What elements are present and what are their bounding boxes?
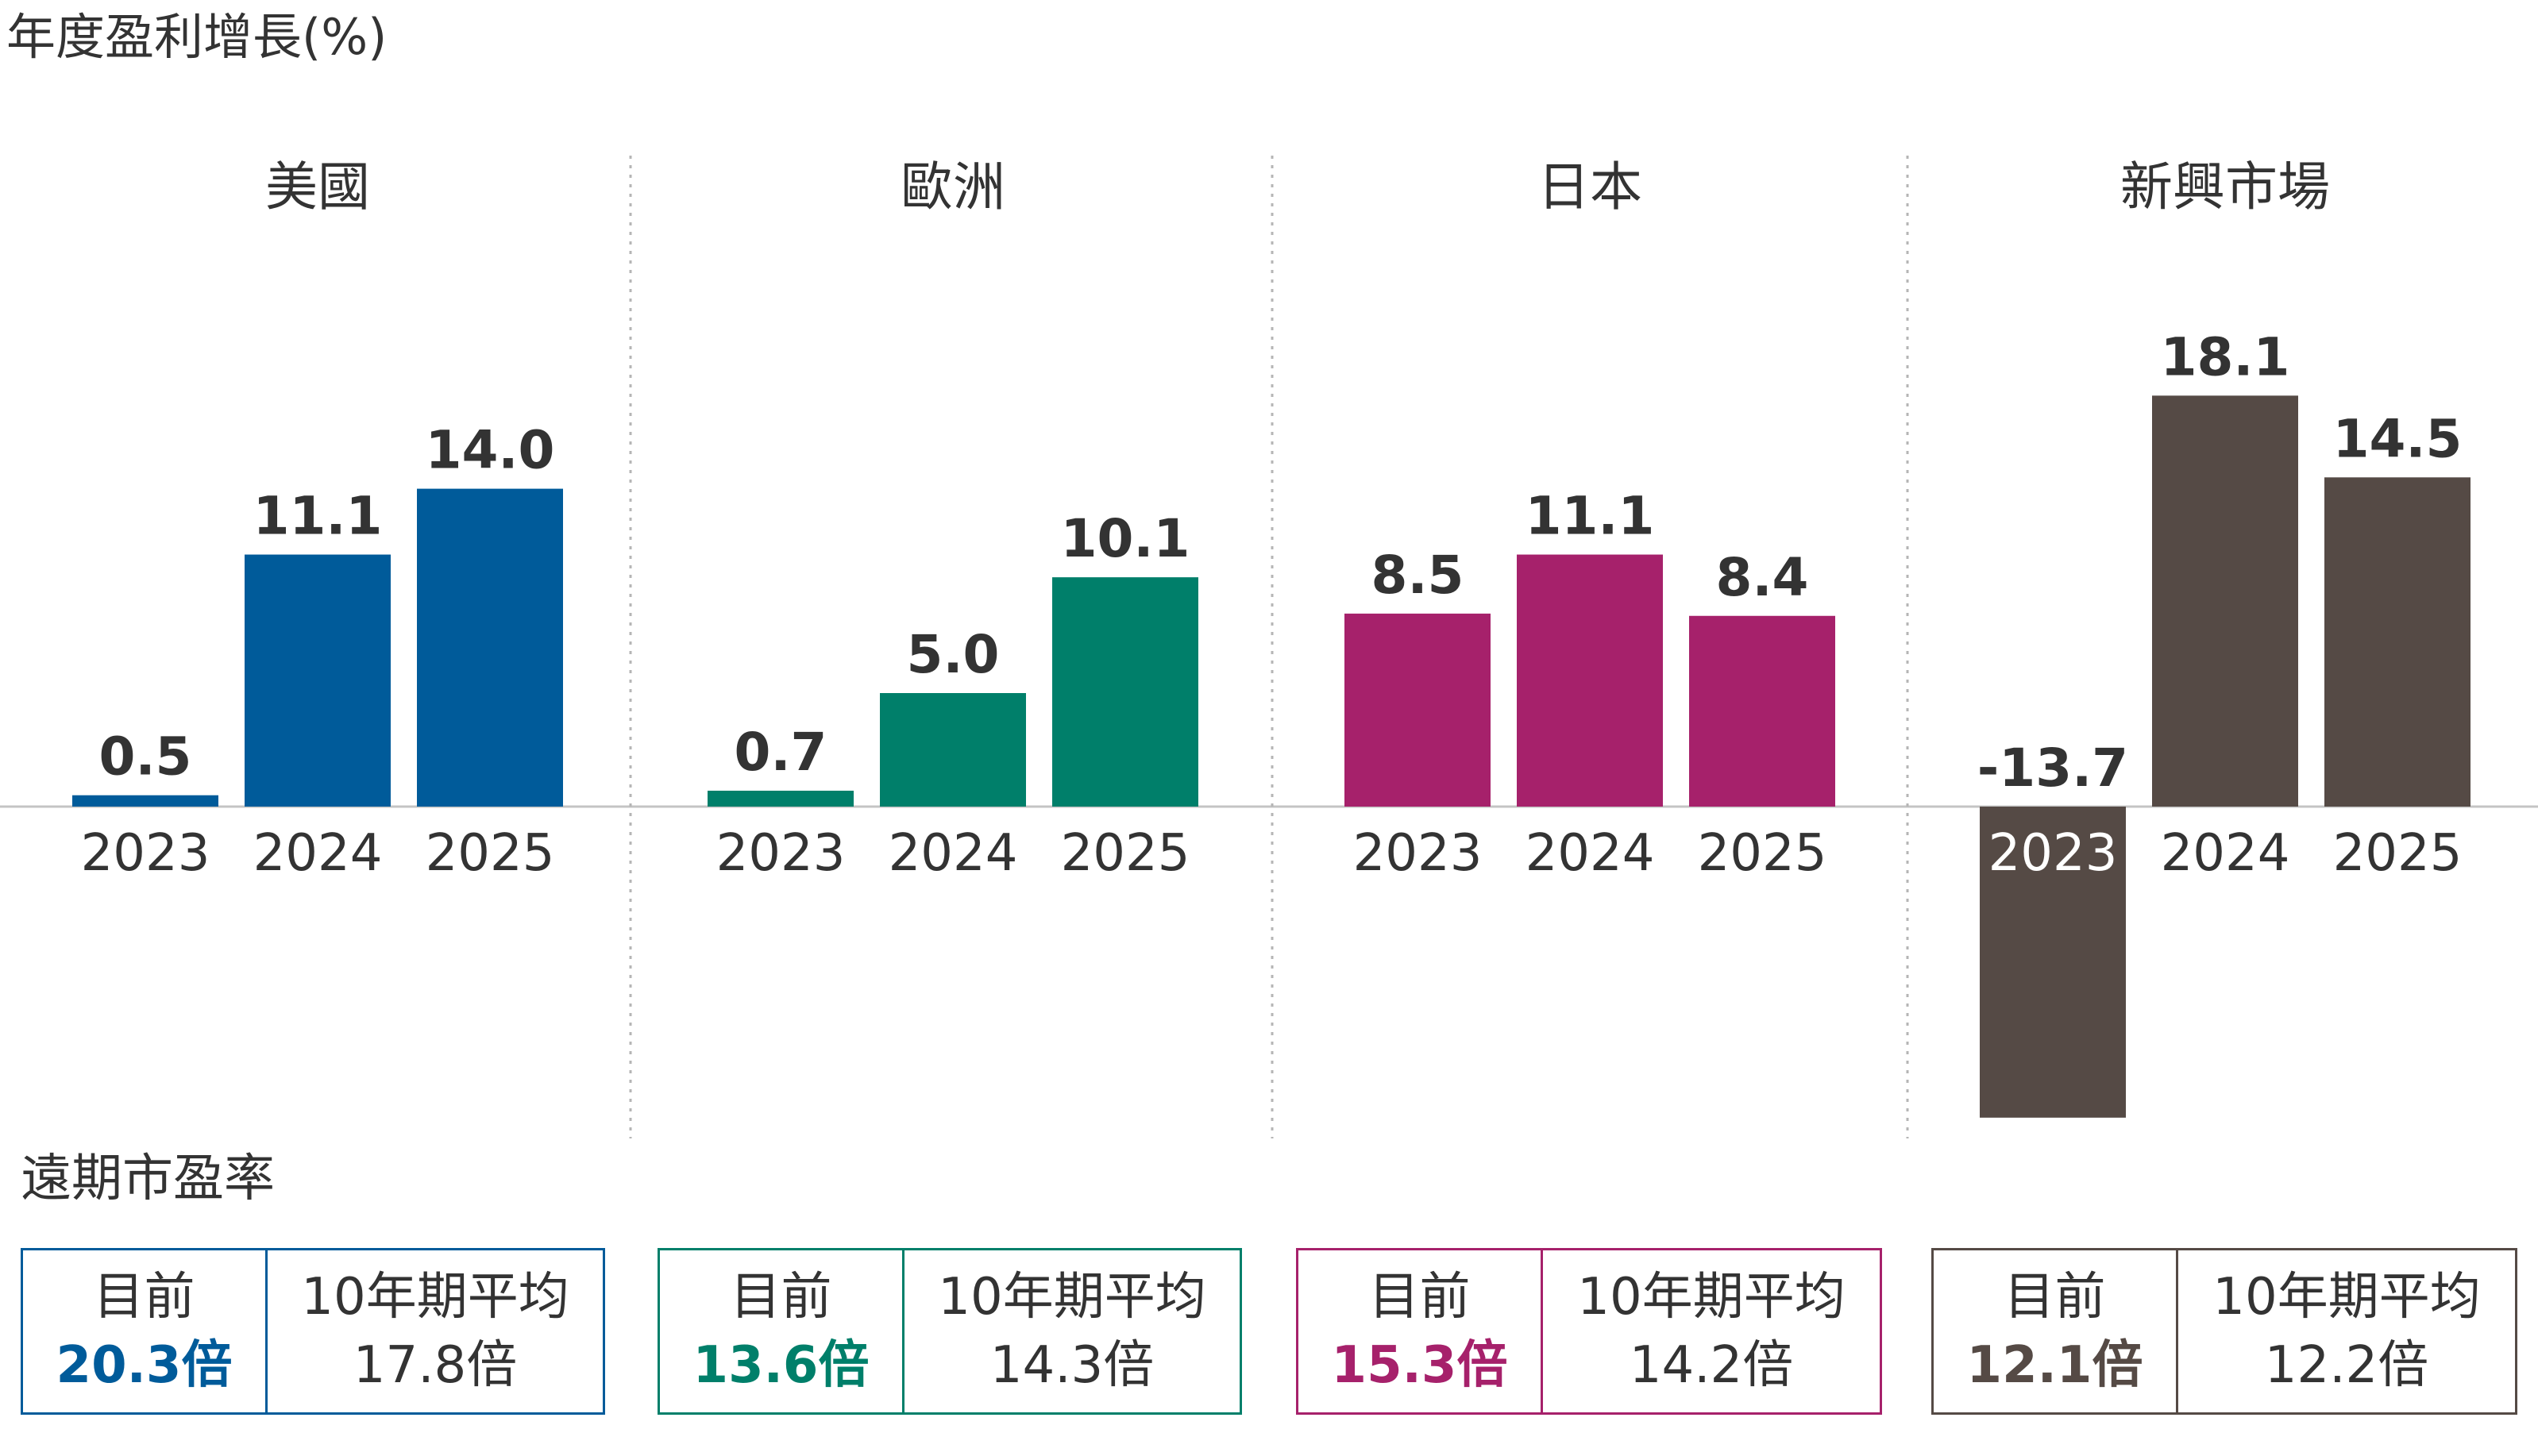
bar-value-label: 0.7 xyxy=(735,722,827,783)
bar xyxy=(1517,554,1663,807)
pe-box-japan: 目前 15.3倍 10年期平均 14.2倍 xyxy=(1296,1248,1882,1415)
chart-title: 年度盈利增長(%) xyxy=(6,8,388,66)
bar xyxy=(2324,477,2470,807)
bar-value-label: 14.5 xyxy=(2333,408,2463,469)
bar-value-label: 8.5 xyxy=(1371,545,1464,606)
pe-current-value: 12.1倍 xyxy=(1966,1336,2143,1395)
bar-value-label: 0.5 xyxy=(99,726,192,788)
year-tick-label: 2023 xyxy=(1988,824,2118,883)
pe-average-label: 10年期平均 xyxy=(938,1268,1206,1327)
earnings-growth-chart: 美國 0.5 2023 11.1 2024 14.0 2025 歐洲 0.7 2023 5.0 202… xyxy=(0,156,2538,1138)
bar xyxy=(72,795,218,807)
year-tick-label: 2025 xyxy=(1061,824,1190,883)
year-tick-label: 2025 xyxy=(2333,824,2463,883)
pe-current-value: 13.6倍 xyxy=(692,1336,870,1395)
pe-current-label: 目前 xyxy=(730,1268,832,1327)
year-tick-label: 2023 xyxy=(81,824,210,883)
bar xyxy=(417,488,563,807)
bar xyxy=(880,693,1026,807)
pe-average-value: 17.8倍 xyxy=(353,1336,518,1395)
forward-pe-title: 遠期市盈率 xyxy=(21,1150,275,1208)
bar xyxy=(708,790,854,807)
year-tick-label: 2023 xyxy=(716,824,846,883)
pe-average-cell: 10年期平均 17.8倍 xyxy=(268,1250,603,1412)
pe-average-cell: 10年期平均 14.3倍 xyxy=(904,1250,1240,1412)
pe-current-value: 15.3倍 xyxy=(1331,1336,1508,1395)
pe-current-value: 20.3倍 xyxy=(56,1336,233,1395)
bar xyxy=(245,554,391,807)
bar-value-label: 11.1 xyxy=(253,486,383,547)
bar xyxy=(1344,613,1491,807)
bar xyxy=(1052,577,1198,807)
region-title: 美國 xyxy=(265,156,370,218)
pe-box-emerging: 目前 12.1倍 10年期平均 12.2倍 xyxy=(1931,1248,2517,1415)
pe-average-value: 14.3倍 xyxy=(989,1336,1155,1395)
bar xyxy=(2152,395,2298,807)
region-title: 日本 xyxy=(1537,156,1642,218)
bar-value-label: 5.0 xyxy=(907,624,1000,685)
pe-box-us: 目前 20.3倍 10年期平均 17.8倍 xyxy=(21,1248,605,1415)
year-tick-label: 2023 xyxy=(1353,824,1483,883)
pe-current-cell: 目前 12.1倍 xyxy=(1934,1250,2178,1412)
pe-current-cell: 目前 13.6倍 xyxy=(660,1250,904,1412)
year-tick-label: 2024 xyxy=(889,824,1018,883)
bar xyxy=(1980,807,2126,1118)
pe-average-label: 10年期平均 xyxy=(2212,1268,2481,1327)
pe-average-label: 10年期平均 xyxy=(301,1268,569,1327)
year-tick-label: 2025 xyxy=(426,824,555,883)
pe-current-label: 目前 xyxy=(2004,1268,2106,1327)
pe-average-value: 14.2倍 xyxy=(1629,1336,1794,1395)
bar-value-label: 10.1 xyxy=(1061,508,1190,569)
bar-value-label: 8.4 xyxy=(1716,547,1809,608)
pe-average-cell: 10年期平均 14.2倍 xyxy=(1543,1250,1880,1412)
year-tick-label: 2025 xyxy=(1698,824,1827,883)
bar-value-label: -13.7 xyxy=(1977,738,2128,799)
pe-box-europe: 目前 13.6倍 10年期平均 14.3倍 xyxy=(658,1248,1242,1415)
year-tick-label: 2024 xyxy=(2161,824,2290,883)
pe-current-label: 目前 xyxy=(93,1268,195,1327)
bar xyxy=(1689,615,1835,807)
year-tick-label: 2024 xyxy=(253,824,383,883)
pe-current-cell: 目前 20.3倍 xyxy=(23,1250,268,1412)
pe-average-cell: 10年期平均 12.2倍 xyxy=(2178,1250,2515,1412)
pe-average-value: 12.2倍 xyxy=(2264,1336,2429,1395)
pe-current-cell: 目前 15.3倍 xyxy=(1298,1250,1543,1412)
pe-current-label: 目前 xyxy=(1368,1268,1471,1327)
region-title: 歐洲 xyxy=(901,156,1005,218)
pe-average-label: 10年期平均 xyxy=(1577,1268,1846,1327)
region-title: 新興市場 xyxy=(2120,156,2330,218)
bar-value-label: 14.0 xyxy=(426,420,555,481)
year-tick-label: 2024 xyxy=(1526,824,1655,883)
bar-value-label: 11.1 xyxy=(1526,486,1655,547)
bar-value-label: 18.1 xyxy=(2161,326,2290,387)
